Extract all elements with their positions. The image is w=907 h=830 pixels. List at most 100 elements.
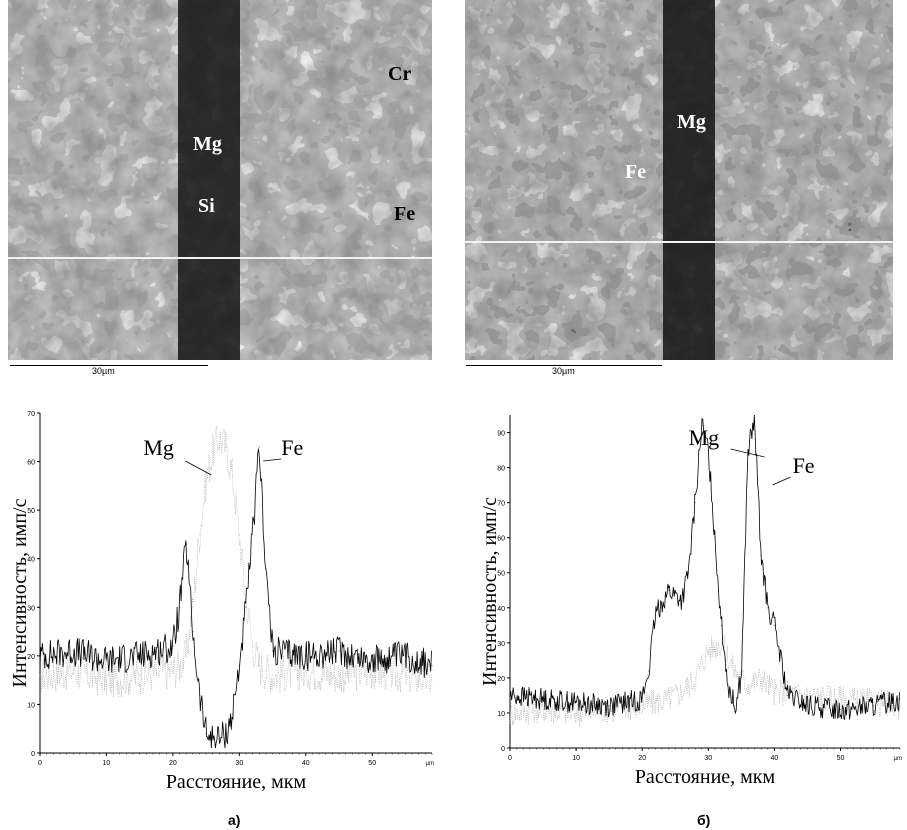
chart-1-y-tick-label: 40 [497,606,505,613]
chart-0-series-fe-point [404,655,407,657]
chart-0-series-fe-point [212,737,214,740]
chart-1-x-tick-label: 30 [704,755,712,762]
chart-0-series-fe-point [338,650,340,652]
chart-1-series-mg-point [747,684,749,686]
chart-1-series-fe-point [747,449,749,451]
chart-1-series-mg-point [806,694,809,697]
chart-1-series-mg-point [839,698,842,700]
chart-1-series-fe-point [872,705,875,707]
chart-1-series-fe-point [899,698,901,700]
chart-0-ylabel: Интенсивность, имп/с [9,498,31,687]
scale-bar-a-label: 30µm [92,366,115,376]
chart-0-series-fe-point [238,664,240,667]
chart-1-y-tick-label: 50 [497,571,505,578]
chart-1-series-fe-point [707,449,709,451]
chart-1-series-fe-point [575,701,577,704]
chart-0-series-mg-point [271,674,274,676]
micrograph-a-label-si: Si [198,195,215,217]
chart-1-series-fe-point [694,502,696,504]
chart-0-series-mg-point [39,674,41,676]
panel-b-caption: б) [697,812,711,828]
chart-1-series-fe-line [509,414,900,721]
chart-0-x-tick-label: 40 [302,760,310,767]
chart-1-x-tick-label: 10 [572,755,580,762]
chart-0-series-mg-point [371,669,373,672]
chart-0-series-mg-point [265,669,267,672]
chart-1-series-mg-point [681,691,683,693]
chart-1-y-tick-label: 20 [497,676,505,683]
chart-0-x-tick-label: 0 [38,760,42,767]
chart-1-xlabel: Расстояние, мкм [635,766,776,788]
chart-1-series-fe-point [734,705,736,707]
chart-1-y-tick-label: 70 [497,501,505,508]
chart-1-series-fe-point [740,677,742,679]
chart-1-x-unit: µm [894,756,902,762]
chart-1-y-tick-label: 0 [501,746,505,753]
micrograph-a-image: Mg Si Cr Fe [8,0,432,360]
chart-0-x-unit: µm [426,761,434,767]
chart-1-series-mg-point [773,691,776,693]
chart-0-series-fe-point [198,694,201,696]
chart-0-series-fe-point [139,655,141,657]
chart-0-series-mg-point [192,606,194,608]
chart-1-series-mg-point [575,712,577,714]
micrograph-b: Mg Fe [465,0,893,360]
chart-0-y-tick-label: 20 [27,654,35,661]
chart-0-series-fe-point [232,713,234,715]
chart-0-series-fe-point [172,645,174,647]
chart-1-series-mg-point [542,708,544,711]
chart-1-series-mg-point [641,705,643,707]
chart-0-series-mg-point [198,533,201,536]
chart-0-series-mg-point [212,451,214,453]
chart-0-series-fe-point [431,664,433,667]
chart-1-series-fe-point [714,537,716,539]
chart-0-series-fe-point [192,630,194,633]
chart-1-series-fe-point [753,421,756,423]
chart-0-series-mg-point [338,674,340,676]
chart-1-y-tick-label: 60 [497,536,505,543]
chart-0-series-fe-point [105,660,108,662]
chart-0-series-fe-point [371,660,373,662]
micrograph-b-label-mg: Mg [677,111,706,133]
chart-0-x-tick-label: 10 [103,760,111,767]
chart-0-series-mg-point [218,436,220,438]
chart-0-series-fe-point [258,446,260,448]
chart-b: 0 10 20 30 40 50 60 70 80 90 0 10 20 30 40 50 µm Расстоян… [479,414,902,788]
chart-1-series-mg-point [608,708,610,711]
chart-1-series-fe-point [641,698,643,700]
micrograph-a-label-cr: Cr [388,63,411,85]
chart-1-series-mg-point [720,642,723,644]
chart-0-series-mg-point [258,664,260,667]
chart-1-series-fe-point [839,708,842,711]
chart-1-series-fe-point [608,705,610,707]
chart-0-x-tick-label: 30 [235,760,243,767]
chart-0-series-mg-point [139,674,141,676]
chart-1-series-mg-point [654,701,657,704]
chart-1-series-fe-point [773,624,776,626]
chart-1-series-fe-point [509,694,511,697]
chart-0-series-mg-point [225,446,227,448]
chart-0-series-fe-point [265,567,267,570]
chart-1-series-mg-point [734,670,736,672]
chart-1-ylabel: Интенсивность, имп/с [479,497,501,686]
chart-0-series-fe-point [218,737,220,740]
chart-1-series-mg-point [899,705,901,707]
scale-bar-b-label: 30µm [552,366,575,376]
chart-0-series-fe-point [252,533,254,536]
chart-1-series-fe-point [681,600,683,602]
chart-0-annotation-mg: Mg [143,435,174,460]
chart-0-series-mg-point [205,480,207,482]
chart-1-y-tick-label: 80 [497,466,505,473]
chart-1-x-tick-label: 0 [508,755,512,762]
chart-0-y-tick-label: 0 [31,751,35,758]
chart-0-series-mg-point [172,669,174,672]
chart-0-series-mg-point [305,669,307,672]
chart-1-series-fe-point [542,698,544,700]
chart-0-y-tick-label: 40 [27,557,35,564]
chart-0-series-fe-point [271,650,274,652]
chart-0-annotation-mg-arrow [185,460,212,476]
chart-0-series-fe-point [185,543,187,545]
chart-1-series-mg-point [509,712,511,714]
chart-1-series-fe-point [668,589,670,591]
chart-0-series-fe-point [72,650,74,652]
